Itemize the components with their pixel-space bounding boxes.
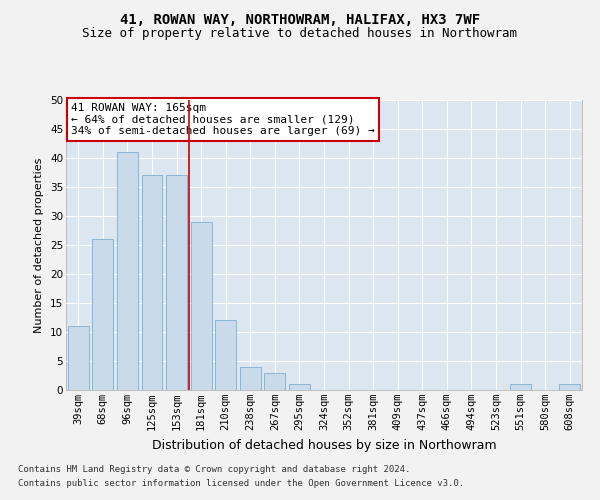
Bar [142, 176, 163, 390]
Bar [117, 152, 138, 390]
Bar [510, 384, 531, 390]
X-axis label: Distribution of detached houses by size in Northowram: Distribution of detached houses by size … [152, 438, 496, 452]
Bar [191, 222, 212, 390]
Text: 41, ROWAN WAY, NORTHOWRAM, HALIFAX, HX3 7WF: 41, ROWAN WAY, NORTHOWRAM, HALIFAX, HX3 … [120, 12, 480, 26]
Text: 41 ROWAN WAY: 165sqm
← 64% of detached houses are smaller (129)
34% of semi-deta: 41 ROWAN WAY: 165sqm ← 64% of detached h… [71, 103, 375, 136]
Bar [265, 372, 286, 390]
Bar [215, 320, 236, 390]
Text: Size of property relative to detached houses in Northowram: Size of property relative to detached ho… [83, 28, 517, 40]
Bar [240, 367, 261, 390]
Text: Contains HM Land Registry data © Crown copyright and database right 2024.: Contains HM Land Registry data © Crown c… [18, 466, 410, 474]
Bar [166, 176, 187, 390]
Bar [559, 384, 580, 390]
Y-axis label: Number of detached properties: Number of detached properties [34, 158, 44, 332]
Text: Contains public sector information licensed under the Open Government Licence v3: Contains public sector information licen… [18, 479, 464, 488]
Bar [68, 326, 89, 390]
Bar [92, 239, 113, 390]
Bar [289, 384, 310, 390]
